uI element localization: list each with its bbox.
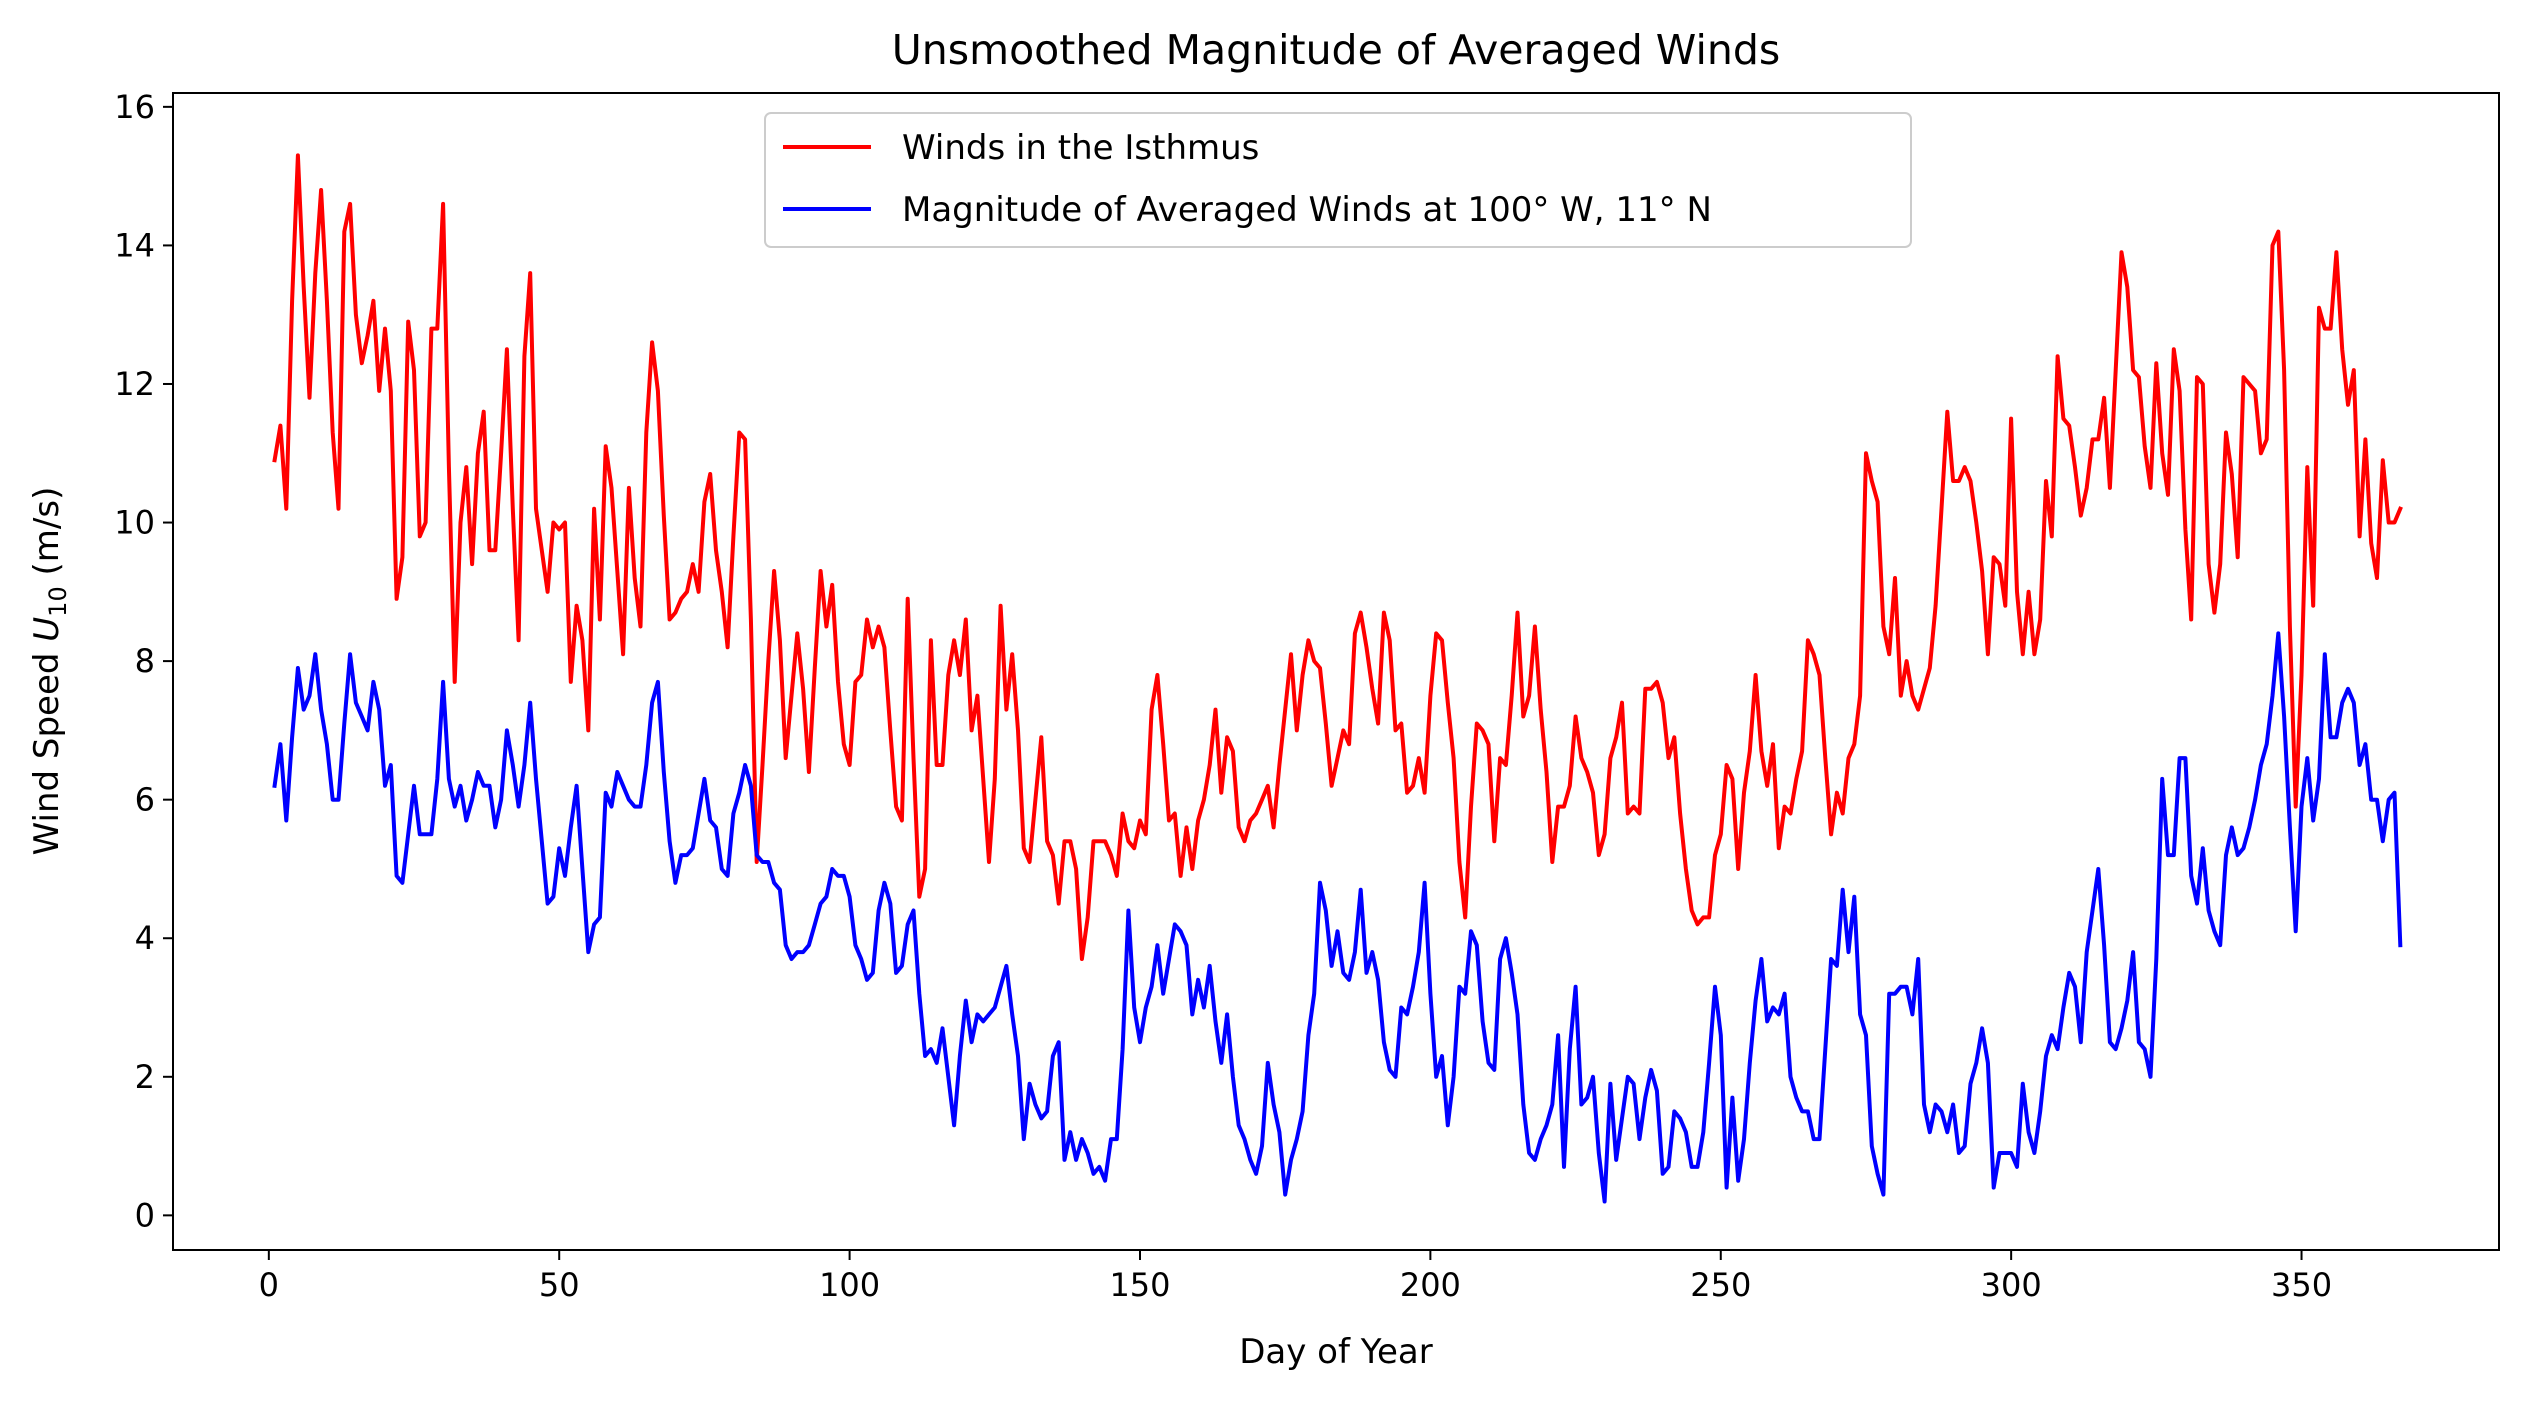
y-axis-title: Wind Speed U10 (m/s) [27,487,72,856]
y-tick-label: 8 [135,642,155,680]
legend-box [764,112,1912,248]
x-tick-label: 100 [819,1266,880,1304]
x-tick-label: 300 [1981,1266,2042,1304]
legend-label-isthmus: Winds in the Isthmus [902,128,1259,168]
y-tick-label: 0 [135,1196,155,1234]
series-line-isthmus [272,153,2403,961]
y-axis-ticks: 0 2 4 6 8 10 12 14 16 [114,88,173,1234]
series-layer [272,153,2403,1204]
x-tick-label: 200 [1400,1266,1461,1304]
series-line-averaged [272,631,2403,1204]
y-axis-title-prefix: Wind Speed [27,642,67,856]
x-tick-label: 50 [539,1266,580,1304]
y-tick-label: 6 [135,781,155,819]
x-tick-label: 150 [1109,1266,1170,1304]
y-axis-title-variable: U [27,617,67,642]
y-axis-title-suffix: (m/s) [27,487,67,587]
x-tick-label: 250 [1690,1266,1751,1304]
y-tick-label: 4 [135,919,155,957]
y-tick-label: 10 [114,504,155,542]
y-tick-label: 16 [114,88,155,126]
chart-title: Unsmoothed Magnitude of Averaged Winds [892,26,1780,74]
y-tick-label: 2 [135,1058,155,1096]
x-tick-label: 350 [2271,1266,2332,1304]
legend: Winds in the Isthmus Magnitude of Averag… [764,112,1912,248]
x-axis-title: Day of Year [1239,1332,1433,1372]
plot-frame [172,92,2500,1251]
plot-area: 0 50 100 150 200 250 300 350 0 2 4 6 8 10 12 14 16 [114,88,2500,1304]
y-tick-label: 12 [114,365,155,403]
x-axis-ticks: 0 50 100 150 200 250 300 350 [259,1250,2332,1304]
legend-label-averaged: Magnitude of Averaged Winds at 100° W, 1… [902,190,1712,230]
y-tick-label: 14 [114,226,155,264]
y-axis-title-subscript: 10 [44,586,72,617]
x-tick-label: 0 [259,1266,279,1304]
